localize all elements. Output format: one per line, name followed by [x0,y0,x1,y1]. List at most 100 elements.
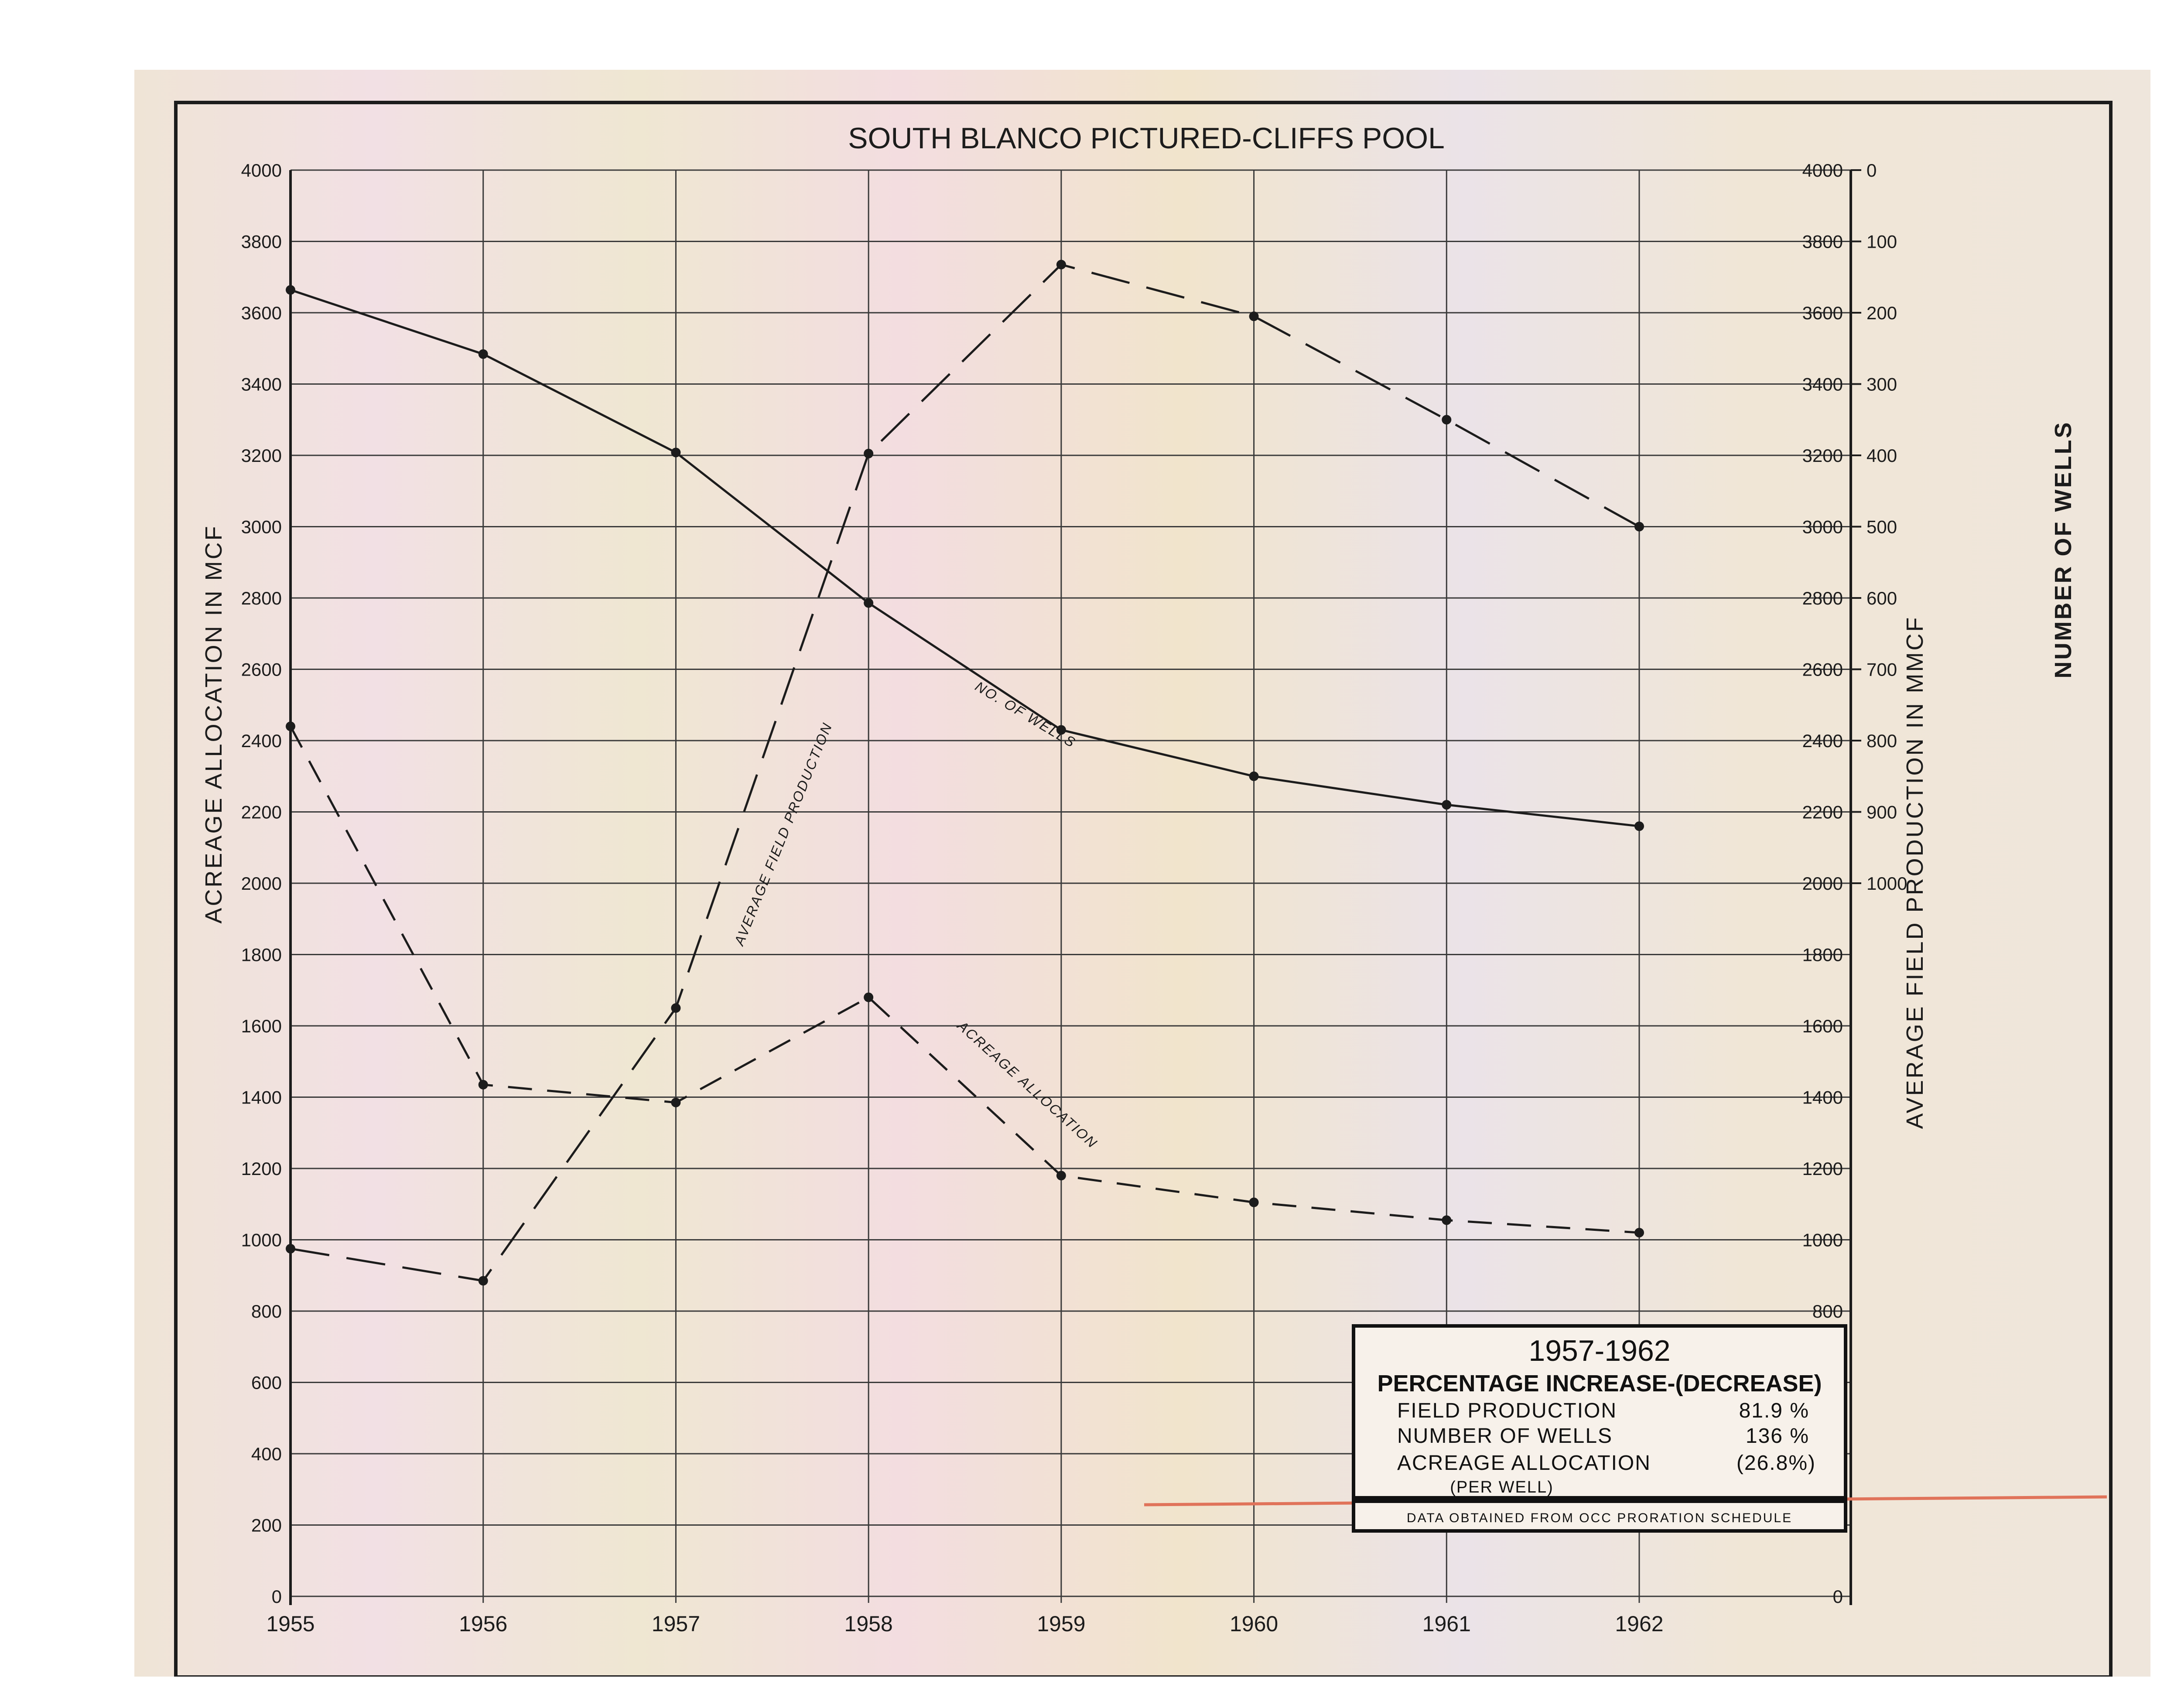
right-axis-production-tick-label: 2600 [1802,659,1843,680]
right-axis-production-tick-label: 2200 [1802,802,1843,823]
summary-row-label: NUMBER OF WELLS [1397,1424,1613,1448]
left-axis-tick-label: 1400 [241,1087,282,1108]
right-axis-production-tick-label: 2400 [1802,731,1843,751]
data-point [1249,771,1259,781]
right-axis-production-tick-label: 1400 [1802,1087,1843,1108]
data-point [1634,1228,1644,1238]
right-axis-production-tick-label: 1000 [1802,1230,1843,1250]
data-point [671,447,681,458]
chart-title: SOUTH BLANCO PICTURED-CLIFFS POOL [848,122,1445,155]
left-axis-tick-label: 3400 [241,374,282,395]
right-axis-production-tick-label: 0 [1833,1586,1843,1607]
left-axis-tick-label: 2200 [241,802,282,823]
right-axis-production-tick-label: 1600 [1802,1016,1843,1036]
data-point [864,598,874,608]
right-axis-wells-tick-label: 800 [1866,731,1897,751]
chart-svg: SOUTH BLANCO PICTURED-CLIFFS POOL 0 200 40… [174,101,2113,1677]
data-point [671,1003,681,1013]
right-axis-wells-ticks: 0 100 200 300 400 500 600 700 800 900 1000 [1851,160,1907,894]
series-label-production: AVERAGE FIELD PRODUCTION [731,720,835,949]
left-axis-tick-label: 1200 [241,1158,282,1179]
left-axis-tick-label: 2800 [241,588,282,608]
x-axis-tick-label: 1961 [1422,1612,1471,1636]
right-axis-production-tick-label: 4000 [1802,160,1843,181]
right-axis-wells-tick-label: 1000 [1866,873,1907,894]
series-line [289,726,1640,1234]
data-point [1056,1171,1066,1181]
data-point [1442,800,1452,810]
data-point [864,448,874,458]
x-axis-tick-label: 1955 [266,1612,315,1636]
data-point [1056,725,1066,735]
series-group [286,260,1644,1286]
data-point [1442,1215,1452,1225]
data-point [1056,260,1066,270]
summary-heading: PERCENTAGE INCREASE-(DECREASE) [1377,1370,1822,1397]
data-point [1634,522,1644,532]
data-point [671,1097,681,1107]
data-point [286,721,295,731]
data-point [1634,821,1644,831]
right-axis-production-tick-label: 3200 [1802,445,1843,466]
left-axis-label: ACREAGE ALLOCATION IN MCF [201,524,227,923]
grid-lines [289,169,1852,1605]
right-axis-production-tick-label: 3400 [1802,374,1843,395]
data-point [478,1079,488,1090]
left-axis-tick-label: 1600 [241,1016,282,1036]
right-axis-wells-tick-label: 500 [1866,517,1897,537]
x-axis-tick-label: 1960 [1230,1612,1278,1636]
data-point [478,349,488,359]
summary-row-label: FIELD PRODUCTION [1397,1399,1617,1422]
left-axis-tick-label: 0 [272,1586,282,1607]
series-line [290,263,1640,1282]
data-point [1249,311,1259,321]
series-line [290,289,1640,827]
summary-box: 1957-1962 PERCENTAGE INCREASE-(DECREASE)… [1352,1324,1847,1533]
series-label-allocation: ACREAGE ALLOCATION [954,1017,1101,1151]
data-point [1249,1197,1259,1207]
left-axis-tick-label: 2000 [241,873,282,894]
data-point [1442,415,1452,425]
left-axis-tick-label: 3200 [241,445,282,466]
left-axis-tick-label: 3800 [241,232,282,252]
right-axis-production-tick-label: 2000 [1802,873,1843,894]
left-axis-tick-label: 800 [251,1301,282,1322]
summary-row-value: 81.9 % [1739,1399,1809,1422]
summary-row-value: 136 % [1746,1424,1809,1448]
right-axis-production-tick-label: 3600 [1802,303,1843,323]
right-axis-production-tick-label: 1200 [1802,1158,1843,1179]
x-axis-tick-label: 1959 [1037,1612,1085,1636]
summary-source: DATA OBTAINED FROM OCC PRORATION SCHEDUL… [1407,1511,1792,1525]
left-axis-tick-label: 2400 [241,731,282,751]
left-axis-ticks: 0 200 400 600 800 1000 1200 1400 1600 1800 2000 220… [241,160,282,1607]
x-axis-ticks: 1955 1956 1957 1958 1959 1960 1961 1962 [266,1612,1663,1636]
right-axis-production-tick-label: 2800 [1802,588,1843,608]
right-axis-wells-tick-label: 600 [1866,588,1897,608]
right-axis-production-tick-label: 1800 [1802,945,1843,965]
left-axis-tick-label: 3000 [241,517,282,537]
right-axis-wells-tick-label: 100 [1866,232,1897,252]
right-axis-production-tick-label: 3000 [1802,517,1843,537]
summary-period: 1957-1962 [1528,1334,1670,1367]
chart-frame [174,101,2113,1677]
right-axis-production-label: AVERAGE FIELD PRODUCTION IN MMCF [1902,615,1928,1129]
summary-box-frame [1352,1324,1847,1500]
left-axis-tick-label: 4000 [241,160,282,181]
right-axis-wells-tick-label: 200 [1866,303,1897,323]
right-axis-wells-tick-label: 300 [1866,374,1897,395]
data-point [478,1276,488,1286]
x-axis-tick-label: 1958 [844,1612,893,1636]
summary-row-value: (26.8%) [1737,1452,1816,1475]
left-axis-tick-label: 400 [251,1444,282,1464]
summary-source-frame [1352,1500,1847,1533]
left-axis-tick-label: 1800 [241,945,282,965]
chart-paper: SOUTH BLANCO PICTURED-CLIFFS POOL 0 200 40… [134,70,2150,1677]
data-point [286,285,295,295]
summary-row-label: ACREAGE ALLOCATION [1397,1452,1651,1475]
left-axis-tick-label: 2600 [241,659,282,680]
left-axis-tick-label: 200 [251,1515,282,1536]
summary-per-well: (PER WELL) [1450,1478,1553,1496]
right-axis-wells-tick-label: 0 [1866,160,1877,181]
right-axis-wells-tick-label: 900 [1866,802,1897,823]
left-axis-tick-label: 1000 [241,1230,282,1250]
